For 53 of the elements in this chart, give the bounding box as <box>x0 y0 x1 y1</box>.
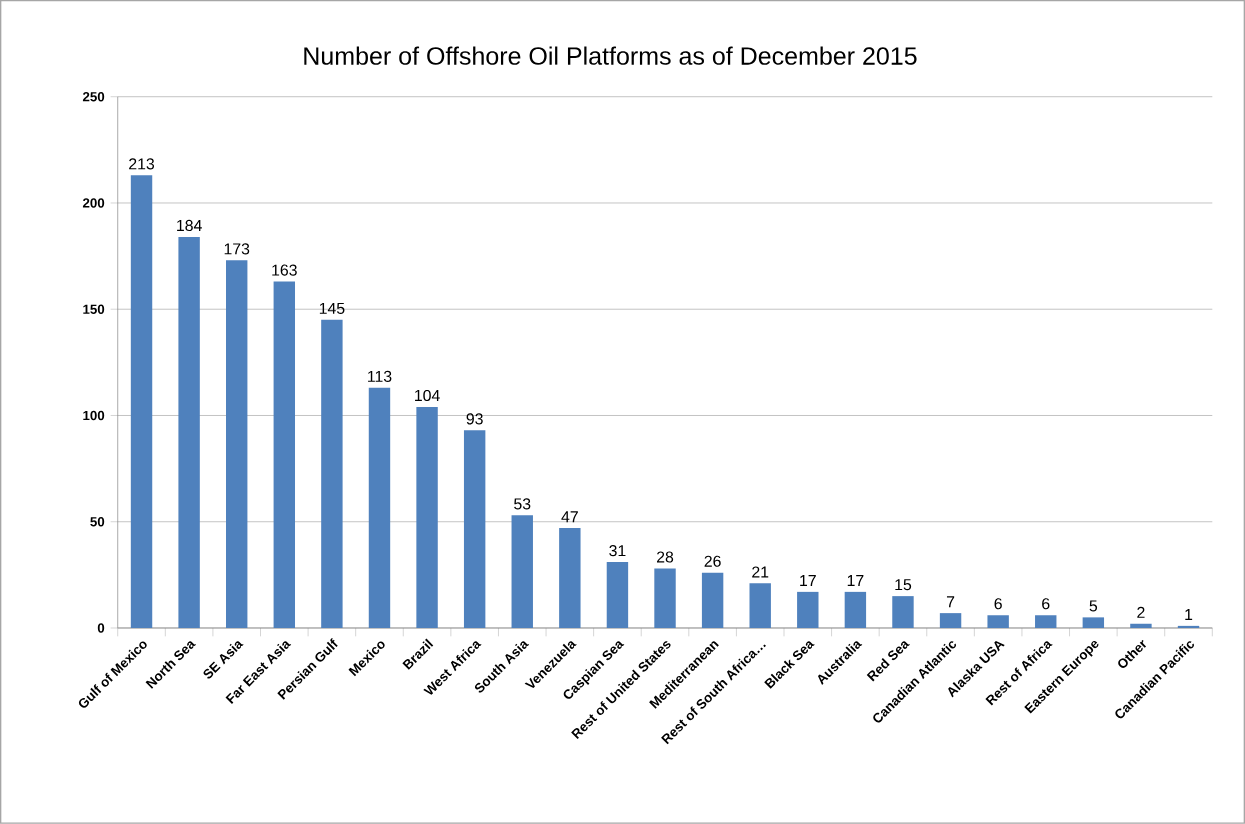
data-label: 163 <box>272 264 297 276</box>
data-label: 17 <box>800 575 816 587</box>
data-label: 213 <box>129 158 155 170</box>
bar <box>606 562 629 629</box>
y-tick-label: 150 <box>83 304 105 315</box>
data-label: 173 <box>224 243 250 255</box>
bar <box>321 319 343 629</box>
data-label: 93 <box>466 413 483 425</box>
data-label: 28 <box>657 551 674 563</box>
chart-title: Number of Offshore Oil Platforms as of December 2015 <box>304 46 917 65</box>
y-tick-label: 50 <box>90 517 105 527</box>
data-label: 113 <box>368 370 392 383</box>
data-label: 5 <box>1089 600 1098 612</box>
bar <box>1130 623 1152 629</box>
bar <box>701 572 724 629</box>
bar <box>1177 625 1200 629</box>
bar <box>416 407 438 629</box>
y-tick-label: 100 <box>83 410 105 421</box>
data-label: 6 <box>994 598 1002 610</box>
bar <box>226 260 248 629</box>
y-tick-label: 250 <box>82 92 105 102</box>
y-tick-label: 200 <box>82 198 105 208</box>
data-label: 17 <box>847 575 864 587</box>
bar <box>892 596 914 629</box>
data-label: 15 <box>895 579 912 591</box>
y-tick-label: 0 <box>97 623 105 633</box>
bar <box>797 591 819 629</box>
bar <box>1035 615 1057 629</box>
data-label: 6 <box>1042 598 1050 610</box>
bar <box>844 591 867 629</box>
data-label: 145 <box>319 303 345 315</box>
bar <box>130 175 153 629</box>
data-label: 184 <box>177 219 202 232</box>
data-label: 1 <box>1185 609 1193 621</box>
bar <box>273 281 296 629</box>
data-label: 104 <box>415 389 440 402</box>
bar <box>368 387 391 629</box>
bar <box>1082 617 1105 629</box>
data-label: 21 <box>752 566 769 578</box>
bar <box>749 583 771 629</box>
data-label: 26 <box>704 555 721 567</box>
bar <box>178 237 200 629</box>
data-label: 31 <box>609 545 626 557</box>
bar <box>987 615 1009 629</box>
data-label: 2 <box>1137 606 1145 618</box>
bar <box>939 613 962 629</box>
bar <box>654 568 676 629</box>
data-label: 47 <box>561 511 578 523</box>
data-label: 53 <box>514 498 531 510</box>
bar <box>559 528 581 629</box>
data-label: 7 <box>946 596 955 608</box>
bar <box>511 515 533 629</box>
bar <box>463 430 486 629</box>
